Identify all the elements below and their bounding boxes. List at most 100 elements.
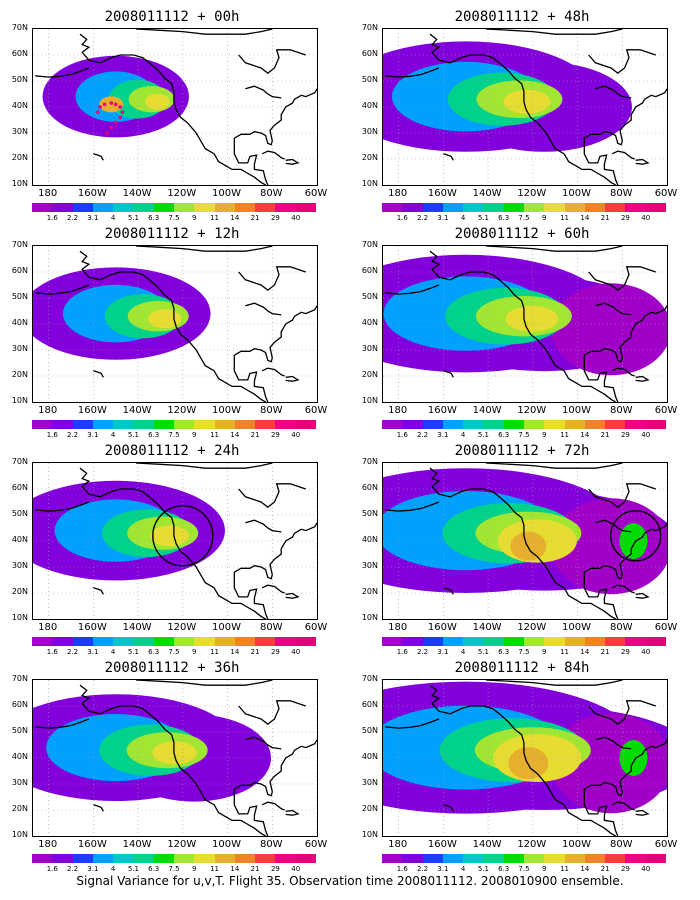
colorbar-tick-label: 5.1 [477, 865, 489, 873]
colorbar-tick-label: 1.6 [46, 648, 58, 656]
colorbar-tick-label: 5.1 [127, 431, 139, 439]
colorbar-tick-label: 21 [600, 431, 610, 439]
lon-tick-label: 100W [212, 622, 242, 633]
colorbar-swatch [72, 420, 93, 429]
colorbar-tick-label: 5.1 [127, 214, 139, 222]
flight-track [96, 101, 125, 135]
lon-tick-label: 120W [167, 188, 197, 199]
lon-tick-label: 60W [654, 622, 678, 633]
colorbar-swatch [295, 637, 316, 646]
colorbar-tick-label: 3.1 [87, 431, 99, 439]
lon-tick-label: 180 [388, 405, 408, 416]
colorbar-tick-label: 3.1 [437, 431, 449, 439]
colorbar-tick-label: 14 [580, 214, 590, 222]
colorbar-swatch [275, 420, 296, 429]
variance-map [382, 462, 668, 620]
colorbar-labels: 1.6 2.2 3.1 4 5.1 6.3 7.5 9 11 14 21 29 40 [32, 431, 316, 441]
colorbar-tick-label: 6.3 [148, 865, 160, 873]
variance-field [383, 254, 667, 376]
lon-tick-label: 120W [517, 188, 547, 199]
colorbar [382, 203, 666, 212]
lon-tick-label: 180 [38, 839, 58, 850]
lat-tick-label: 60N [361, 483, 378, 492]
colorbar-swatch [402, 854, 423, 863]
colorbar-swatch [503, 854, 524, 863]
colorbar-tick-label: 7.5 [518, 865, 530, 873]
lon-tick-label: 80W [259, 405, 283, 416]
coastline [35, 680, 317, 836]
lon-tick-label: 60W [654, 405, 678, 416]
coastline [385, 680, 667, 836]
lat-tick-label: 60N [11, 700, 28, 709]
colorbar-tick-label: 2.2 [66, 431, 79, 439]
lon-tick-label: 160W [427, 839, 457, 850]
coastline [35, 29, 317, 185]
colorbar-tick-label: 3.1 [437, 214, 449, 222]
colorbar-tick-label: 21 [600, 214, 610, 222]
colorbar-swatch [544, 420, 565, 429]
colorbar-tick-label: 21 [250, 865, 260, 873]
lat-tick-label: 50N [11, 292, 28, 301]
map-panel: 2008011112 + 60h 70N 60N 50N 40N 30N 20N 10N 180… [350, 225, 690, 441]
colorbar-tick-label: 21 [250, 431, 260, 439]
colorbar-swatch [544, 203, 565, 212]
lat-tick-label: 40N [11, 101, 28, 110]
colorbar-tick-label: 11 [560, 865, 570, 873]
lon-tick-label: 80W [609, 622, 633, 633]
lon-tick-label: 100W [562, 188, 592, 199]
colorbar-swatch [422, 420, 443, 429]
colorbar-swatch [32, 420, 53, 429]
colorbar-swatch [194, 637, 215, 646]
colorbar-tick-label: 21 [600, 865, 610, 873]
colorbar-swatch [645, 637, 666, 646]
lon-tick-label: 100W [562, 622, 592, 633]
lat-tick-label: 10N [11, 613, 28, 622]
variance-field [42, 55, 189, 138]
panel-title: 2008011112 + 12h [104, 226, 240, 242]
lon-tick-label: 120W [167, 839, 197, 850]
colorbar-tick-label: 29 [270, 865, 280, 873]
colorbar-tick-label: 1.6 [396, 648, 408, 656]
colorbar-tick-label: 40 [291, 431, 301, 439]
colorbar-swatch [295, 203, 316, 212]
colorbar-tick-label: 4 [460, 648, 466, 656]
colorbar-swatch [523, 637, 545, 646]
lon-tick-label: 60W [304, 405, 328, 416]
lat-tick-label: 40N [11, 535, 28, 544]
lon-tick-label: 100W [562, 839, 592, 850]
variance-map [382, 245, 668, 403]
lon-tick-label: 180 [388, 839, 408, 850]
lon-tick-label: 140W [122, 839, 152, 850]
lat-tick-label: 10N [361, 830, 378, 839]
lat-tick-label: 40N [361, 535, 378, 544]
lat-tick-label: 10N [361, 179, 378, 188]
colorbar-swatch [133, 420, 154, 429]
colorbar-tick-label: 21 [250, 648, 260, 656]
colorbar-swatch [214, 854, 235, 863]
colorbar-swatch [275, 637, 296, 646]
lon-tick-label: 180 [38, 622, 58, 633]
colorbar-tick-label: 1.6 [396, 214, 408, 222]
colorbar-swatch [255, 203, 276, 212]
variance-field [33, 480, 225, 581]
colorbar-swatch [584, 203, 606, 212]
lon-tick-label: 60W [654, 188, 678, 199]
colorbar-tick-label: 6.3 [498, 648, 510, 656]
map-panel: 2008011112 + 48h 70N 60N 50N 40N 30N 20N 10N 180… [350, 8, 690, 224]
colorbar-swatch [194, 854, 215, 863]
colorbar-swatch [113, 203, 134, 212]
colorbar-labels: 1.6 2.2 3.1 4 5.1 6.3 7.5 9 11 14 21 29 40 [382, 431, 666, 441]
colorbar-swatch [523, 420, 545, 429]
lon-tick-label: 180 [388, 622, 408, 633]
map-panel: 2008011112 + 24h 70N 60N 50N 40N 30N 20N 10N 180… [0, 442, 340, 658]
lon-tick-label: 180 [38, 405, 58, 416]
colorbar-swatch [625, 203, 646, 212]
colorbar-swatch [483, 203, 504, 212]
colorbar-swatch [422, 203, 443, 212]
lat-tick-label: 50N [361, 726, 378, 735]
lon-tick-label: 60W [304, 839, 328, 850]
panel-title: 2008011112 + 48h [454, 9, 590, 25]
lat-tick-label: 60N [361, 700, 378, 709]
lon-tick-label: 140W [122, 622, 152, 633]
colorbar-tick-label: 3.1 [437, 865, 449, 873]
